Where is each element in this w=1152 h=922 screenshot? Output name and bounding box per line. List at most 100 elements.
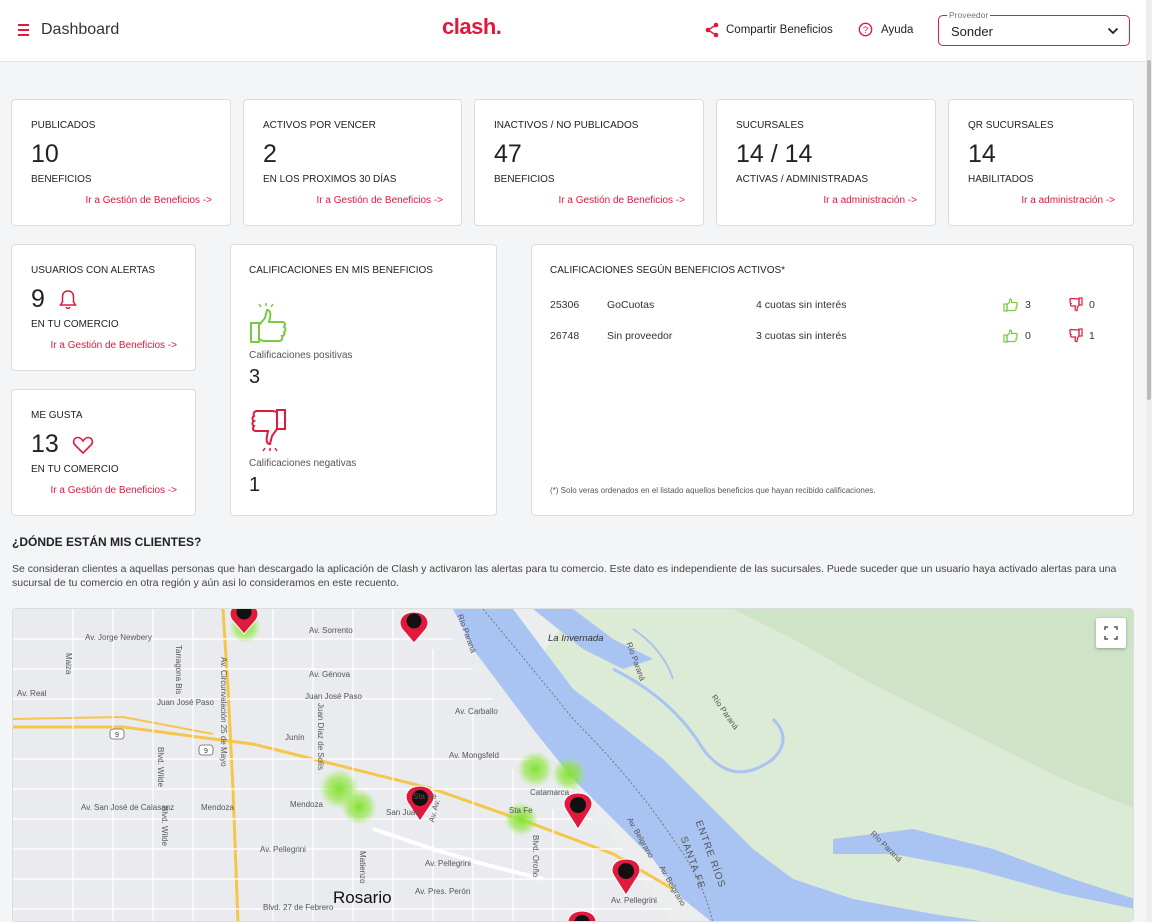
map-label: Av. Jorge Newbery xyxy=(85,633,152,642)
alerts-sub: EN TU COMERCIO xyxy=(31,319,119,330)
thumbs-down-icon xyxy=(251,409,286,452)
likes-label: ME GUSTA xyxy=(31,410,83,421)
stat-sub: HABILITADOS xyxy=(968,174,1034,185)
benefit-name: 3 cuotas sin interés xyxy=(756,330,847,342)
down-count: 1 xyxy=(1089,330,1095,342)
map-label: Av. Circunvalación 25 de Mayo xyxy=(219,657,228,767)
map-label: Blvd. 27 de Febrero xyxy=(263,903,334,912)
store-pin[interactable] xyxy=(567,910,597,922)
stat-label: INACTIVOS / NO PUBLICADOS xyxy=(494,120,639,131)
help-button[interactable]: ? Ayuda xyxy=(858,22,913,37)
positive-value: 3 xyxy=(249,366,261,388)
benefit-provider: Sin proveedor xyxy=(607,330,673,342)
likes-value-wrap: 13 xyxy=(31,430,94,459)
benefit-name: 4 cuotas sin interés xyxy=(756,299,847,311)
map-label: Matienzo xyxy=(358,851,367,884)
stat-link[interactable]: Ir a Gestión de Beneficios -> xyxy=(558,195,685,206)
ratings-card: CALIFICACIONES EN MIS BENEFICIOS Calific… xyxy=(230,244,497,516)
fullscreen-icon xyxy=(1104,626,1118,640)
map-label: Av. Pres. Perón xyxy=(415,887,471,896)
stat-link[interactable]: Ir a Gestión de Beneficios -> xyxy=(316,195,443,206)
page-scrollbar[interactable] xyxy=(1146,0,1152,922)
stat-link[interactable]: Ir a administración -> xyxy=(823,195,917,206)
share-icon xyxy=(705,22,719,38)
ratings-title: CALIFICACIONES EN MIS BENEFICIOS xyxy=(249,265,433,276)
active-ratings-card: CALIFICACIONES SEGÚN BENEFICIOS ACTIVOS*… xyxy=(531,244,1134,516)
alerts-card: USUARIOS CON ALERTAS 9 EN TU COMERCIO Ir… xyxy=(11,244,196,371)
map-label: Av. Mongsfeld xyxy=(449,751,499,760)
active-ratings-title: CALIFICACIONES SEGÚN BENEFICIOS ACTIVOS* xyxy=(550,265,786,276)
map-label: Blvd. Wilde xyxy=(156,747,165,788)
benefit-id: 26748 xyxy=(550,330,580,342)
map-label: Junín xyxy=(285,733,305,742)
fullscreen-button[interactable] xyxy=(1096,618,1126,648)
stat-value: 14 xyxy=(968,140,996,168)
provider-select[interactable]: Proveedor Sonder xyxy=(938,10,1130,46)
thumbs-up-icon xyxy=(1003,298,1018,312)
help-icon: ? xyxy=(858,22,873,37)
positive-label: Calificaciones positivas xyxy=(249,350,353,361)
map-label: Juan José Paso xyxy=(157,698,214,707)
map-label: Rosario xyxy=(333,888,392,907)
stat-label: ACTIVOS POR VENCER xyxy=(263,120,376,131)
provider-value: Sonder xyxy=(951,24,993,39)
clients-description: Se consideran clientes a aquellas person… xyxy=(12,563,1117,589)
map-label: Av. Sorrento xyxy=(309,626,353,635)
stat-value: 47 xyxy=(494,140,522,168)
store-pin[interactable] xyxy=(563,792,593,830)
table-row[interactable]: 26748 Sin proveedor 3 cuotas sin interés… xyxy=(550,328,1120,350)
provider-legend: Proveedor xyxy=(947,10,991,20)
stat-link[interactable]: Ir a administración -> xyxy=(1021,195,1115,206)
help-label: Ayuda xyxy=(881,23,914,36)
store-pin[interactable] xyxy=(399,611,429,644)
map-label: La Invernada xyxy=(548,633,604,644)
alerts-label: USUARIOS CON ALERTAS xyxy=(31,265,156,276)
share-label: Compartir Beneficios xyxy=(726,24,833,36)
stat-label: PUBLICADOS xyxy=(31,120,96,131)
map-label: Mendoza xyxy=(201,803,234,812)
negative-label: Calificaciones negativas xyxy=(249,458,357,469)
benefit-provider: GoCuotas xyxy=(607,299,655,311)
likes-card: ME GUSTA 13 EN TU COMERCIO Ir a Gestión … xyxy=(11,389,196,516)
map-label: Maiza xyxy=(64,653,73,675)
stat-label: SUCURSALES xyxy=(736,120,804,131)
alerts-value-wrap: 9 xyxy=(31,285,78,314)
share-benefits-button[interactable]: Compartir Beneficios xyxy=(704,22,833,38)
up-count: 3 xyxy=(1025,299,1031,311)
stat-card-inactivos: INACTIVOS / NO PUBLICADOS 47 BENEFICIOS … xyxy=(474,99,704,226)
stat-card-activos-por-vencer: ACTIVOS POR VENCER 2 EN LOS PROXIMOS 30 … xyxy=(243,99,462,226)
thumbs-up-icon xyxy=(1003,329,1018,343)
map-canvas: 9 9 xyxy=(13,609,1133,922)
likes-link[interactable]: Ir a Gestión de Beneficios -> xyxy=(50,485,177,496)
stat-card-qr-sucursales: QR SUCURSALES 14 HABILITADOS Ir a admini… xyxy=(948,99,1134,226)
map-label: Mendoza xyxy=(290,800,323,809)
alerts-link[interactable]: Ir a Gestión de Beneficios -> xyxy=(50,340,177,351)
map-label: Catamarca xyxy=(530,788,570,797)
map-label: Juan Díaz de Solís xyxy=(316,703,325,771)
up-count: 0 xyxy=(1025,330,1031,342)
stat-value: 10 xyxy=(31,140,59,168)
stat-value: 14 / 14 xyxy=(736,140,813,168)
page-title: Dashboard xyxy=(41,21,120,38)
stat-value: 2 xyxy=(263,140,277,168)
map-label: Av. San José de Calasanz xyxy=(81,803,175,812)
chevron-down-icon xyxy=(1107,27,1119,35)
store-pin[interactable] xyxy=(229,609,259,635)
map-label: Blvd. Oroño xyxy=(531,835,540,878)
thumbs-down-icon xyxy=(1069,297,1083,312)
map-label: Av. Carballo xyxy=(455,707,498,716)
map-label: Blvd. Wilde xyxy=(160,806,169,847)
map-label: Sta Fe xyxy=(413,792,437,801)
negative-value: 1 xyxy=(249,474,261,496)
likes-value: 13 xyxy=(31,430,59,458)
menu-icon[interactable] xyxy=(18,24,29,36)
stat-link[interactable]: Ir a Gestión de Beneficios -> xyxy=(85,195,212,206)
store-pin[interactable] xyxy=(611,858,641,896)
svg-text:9: 9 xyxy=(204,748,208,755)
table-row[interactable]: 25306 GoCuotas 4 cuotas sin interés 3 0 xyxy=(550,297,1120,319)
clash-logo[interactable]: clash. xyxy=(442,14,502,39)
clients-map[interactable]: 9 9 xyxy=(12,608,1134,922)
scroll-thumb[interactable] xyxy=(1147,60,1151,400)
store-pin[interactable] xyxy=(405,785,435,822)
top-bar: Dashboard clash. Compartir Beneficios ? … xyxy=(0,0,1146,62)
